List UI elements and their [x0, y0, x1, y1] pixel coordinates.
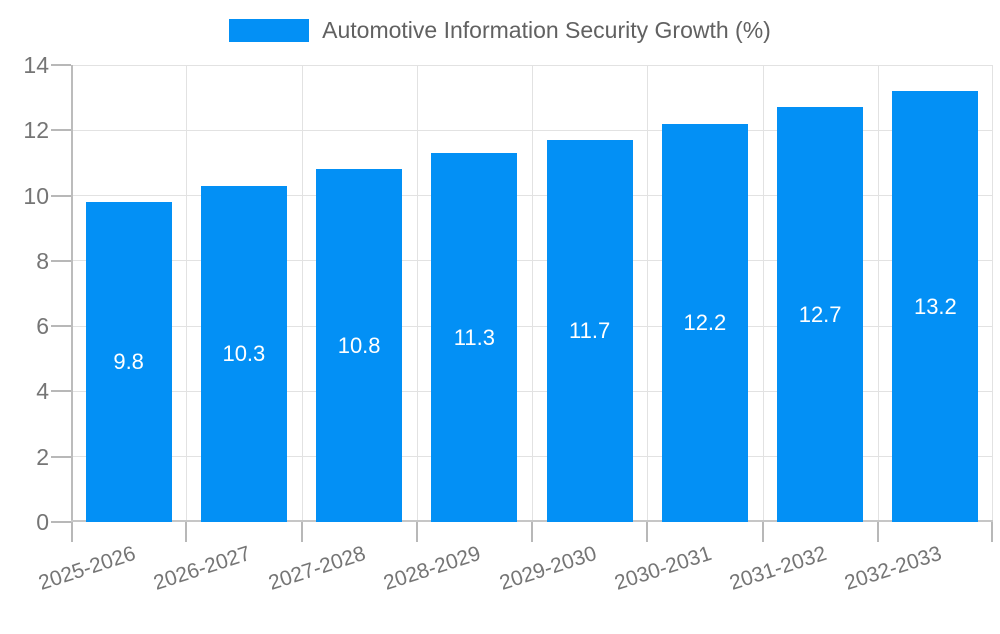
y-axis-label: 10 [23, 182, 49, 209]
y-axis-label: 0 [36, 509, 49, 535]
bar-value-label: 12.2 [683, 309, 727, 335]
bar-value-label: 13.2 [913, 293, 957, 319]
bar[interactable] [85, 202, 172, 522]
y-axis-tick [51, 455, 71, 458]
bar[interactable] [661, 123, 748, 522]
y-axis-line [71, 65, 73, 522]
y-axis-label: 12 [23, 117, 49, 144]
x-axis-tick [646, 522, 648, 542]
x-axis-line [71, 520, 993, 522]
y-axis-label: 6 [36, 313, 49, 340]
legend-item[interactable]: Automotive Information Security Growth (… [229, 16, 771, 44]
bar[interactable] [777, 107, 864, 522]
v-gridline [301, 65, 303, 522]
plot-area: 0 2 4 6 8 10 12 14 9.8 10.3 10.8 11.3 11.7 12.2 12.7 13… [23, 52, 993, 595]
v-gridline [646, 65, 648, 522]
bar[interactable] [316, 169, 403, 522]
y-axis-tick [51, 259, 71, 262]
y-axis-tick [51, 194, 71, 197]
x-axis-tick [416, 522, 418, 542]
y-axis-tick [51, 521, 71, 523]
v-gridline [531, 65, 533, 522]
bar[interactable] [431, 153, 518, 522]
legend-swatch [229, 18, 310, 42]
bar-value-label: 10.3 [222, 340, 266, 366]
y-axis-label: 4 [36, 378, 49, 405]
x-axis-tick [877, 522, 879, 542]
legend: Automotive Information Security Growth (… [0, 16, 1000, 44]
y-axis-label: 14 [23, 52, 49, 78]
bar-value-label: 9.8 [113, 349, 144, 375]
v-gridline [877, 65, 879, 522]
x-axis-tick [71, 522, 73, 542]
bar-value-label: 10.8 [337, 332, 381, 358]
y-axis-tick [51, 129, 71, 132]
y-axis-tick [51, 325, 71, 328]
x-axis-tick [991, 522, 993, 542]
legend-label: Automotive Information Security Growth (… [322, 17, 771, 43]
bar-value-label: 11.7 [569, 318, 611, 344]
v-gridline [416, 65, 418, 522]
v-gridline [762, 65, 764, 522]
x-axis-tick [185, 522, 187, 542]
bar-value-label: 11.3 [453, 324, 495, 350]
v-gridline [992, 65, 993, 522]
bar-value-label: 12.7 [798, 301, 842, 327]
bar[interactable] [546, 140, 633, 522]
bar[interactable] [892, 91, 979, 522]
y-axis-tick [51, 390, 71, 393]
v-gridline [185, 65, 187, 522]
y-axis-label: 2 [36, 443, 49, 470]
bar[interactable] [200, 185, 287, 522]
y-axis-label: 8 [36, 247, 49, 274]
y-axis-tick [51, 64, 71, 66]
x-axis-tick [531, 522, 533, 542]
x-axis-tick [301, 522, 303, 542]
x-axis-tick [762, 522, 764, 542]
